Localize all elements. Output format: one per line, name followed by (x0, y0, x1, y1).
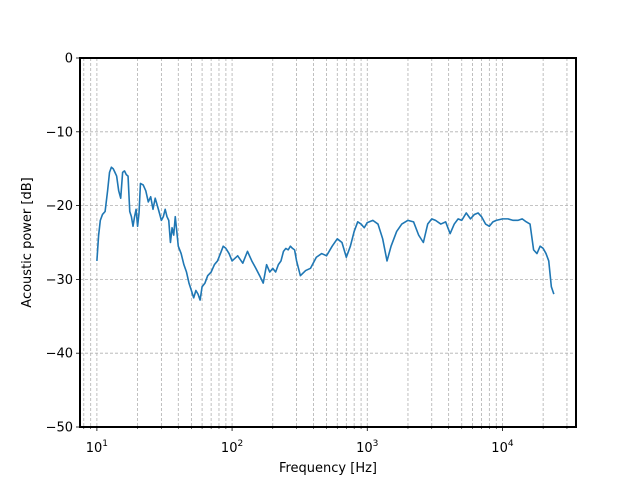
x-tick-label: 101 (86, 439, 108, 456)
x-tick-label: 104 (491, 439, 514, 456)
y-tick-label: −10 (46, 125, 73, 140)
y-tick-label: −50 (46, 421, 73, 436)
series-line (96, 166, 555, 301)
y-tick-label: −20 (46, 199, 73, 214)
y-axis-label: Acoustic power [dB] (20, 177, 35, 307)
y-tick-label: −40 (46, 347, 73, 362)
y-tick-label: −30 (46, 273, 73, 288)
x-axis-label: Frequency [Hz] (279, 461, 377, 476)
grid-lines (80, 57, 576, 428)
axis-ticks: 0 −10 −20 −30 −40 −50 101 102 103 104 (46, 52, 568, 456)
plot-area (96, 166, 555, 301)
plot-frame (79, 57, 577, 428)
x-tick-label: 102 (221, 439, 243, 456)
x-tick-label: 103 (356, 439, 378, 456)
y-tick-label: 0 (65, 52, 73, 67)
